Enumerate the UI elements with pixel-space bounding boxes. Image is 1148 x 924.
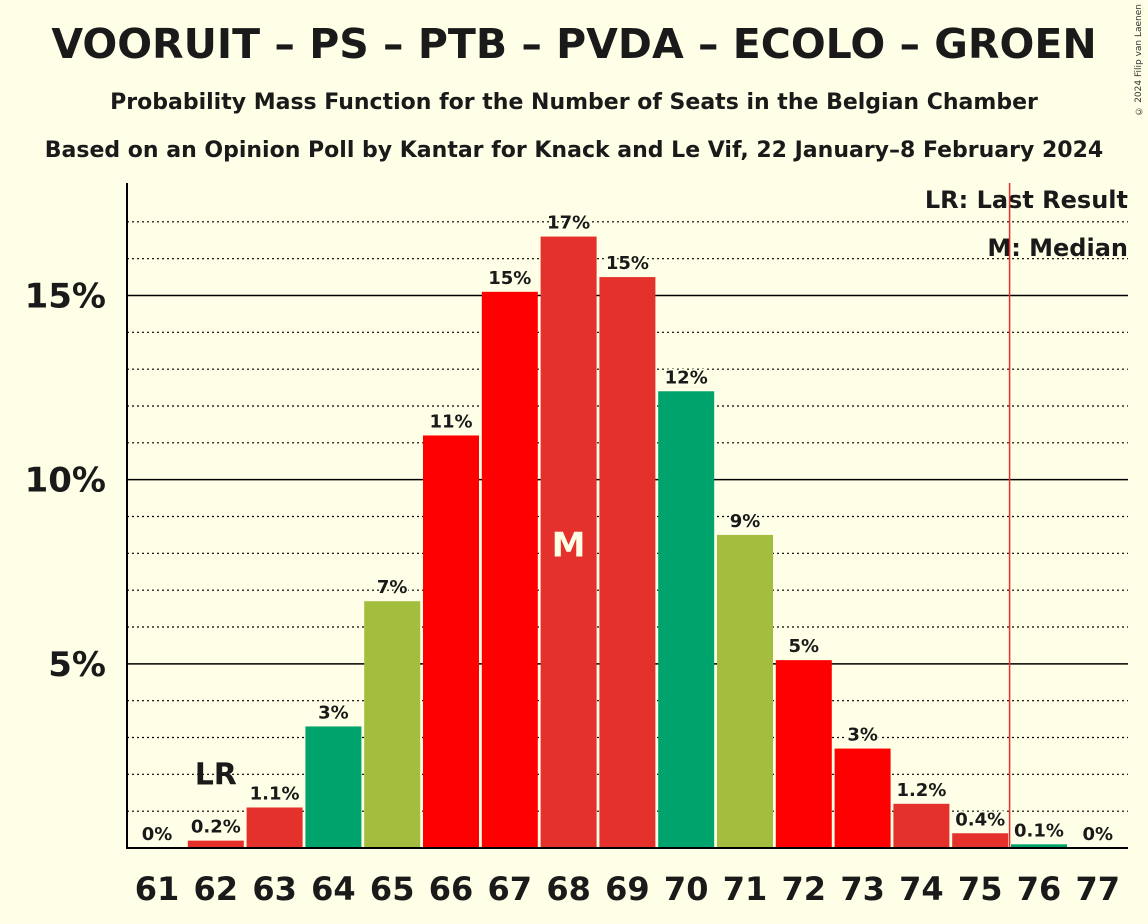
last-result-marker: LR <box>195 758 237 793</box>
bar <box>952 833 1009 848</box>
bar-value-label: 1.2% <box>896 780 946 801</box>
x-tick-label: 74 <box>899 870 944 908</box>
x-tick-label: 72 <box>782 870 827 908</box>
bar-value-label: 15% <box>488 268 531 289</box>
bar-value-label: 3% <box>318 702 349 723</box>
bar-value-label: 0% <box>1083 824 1114 845</box>
bar-value-label: 3% <box>847 725 878 746</box>
bar-value-label: 0.1% <box>1014 820 1064 841</box>
x-tick-label: 71 <box>723 870 768 908</box>
bar <box>364 601 421 848</box>
bar <box>893 803 950 848</box>
bar <box>305 726 362 848</box>
chart-subtitle: Probability Mass Function for the Number… <box>110 90 1038 115</box>
x-tick-label: 61 <box>135 870 180 908</box>
x-tick-label: 75 <box>958 870 1003 908</box>
x-tick-label: 63 <box>252 870 297 908</box>
x-tick-label: 62 <box>194 870 239 908</box>
bar-value-label: 12% <box>665 367 708 388</box>
legend-median: M: Median <box>987 234 1128 262</box>
bar-value-label: 9% <box>730 511 761 532</box>
median-marker: M <box>552 525 586 565</box>
bar <box>658 391 715 848</box>
x-tick-label: 70 <box>664 870 709 908</box>
y-tick-label: 10% <box>25 461 106 501</box>
bar-value-label: 5% <box>789 636 820 657</box>
bar-value-label: 0% <box>142 824 173 845</box>
bar <box>481 291 538 849</box>
x-tick-label: 69 <box>605 870 650 908</box>
x-tick-label: 67 <box>488 870 533 908</box>
bar <box>540 236 597 849</box>
bar-value-label: 11% <box>429 411 472 432</box>
chart-subtitle-source: Based on an Opinion Poll by Kantar for K… <box>44 138 1104 163</box>
bar <box>187 840 244 848</box>
bar-value-label: 0.2% <box>191 817 241 838</box>
bar-value-label: 1.1% <box>250 783 300 804</box>
x-tick-label: 77 <box>1076 870 1121 908</box>
bar <box>775 660 832 848</box>
bar <box>834 748 891 848</box>
x-tick-label: 66 <box>429 870 474 908</box>
y-tick-label: 5% <box>48 645 106 685</box>
bar-value-label: 0.4% <box>955 809 1005 830</box>
x-tick-label: 73 <box>840 870 885 908</box>
y-tick-label: 15% <box>25 277 106 317</box>
x-tick-label: 64 <box>311 870 356 908</box>
bar-value-label: 7% <box>377 577 408 598</box>
bar <box>423 435 479 848</box>
bar <box>1011 844 1067 848</box>
bar <box>599 277 656 848</box>
x-tick-label: 76 <box>1017 870 1062 908</box>
bar-value-label: 15% <box>606 253 649 274</box>
chart-title: VOORUIT – PS – PTB – PVDA – ECOLO – GROE… <box>51 20 1097 68</box>
legend-last-result: LR: Last Result <box>924 186 1128 214</box>
bar <box>717 534 773 848</box>
x-tick-label: 68 <box>546 870 591 908</box>
bar-value-label: 17% <box>547 213 590 234</box>
x-tick-label: 65 <box>370 870 415 908</box>
bar <box>246 807 303 848</box>
